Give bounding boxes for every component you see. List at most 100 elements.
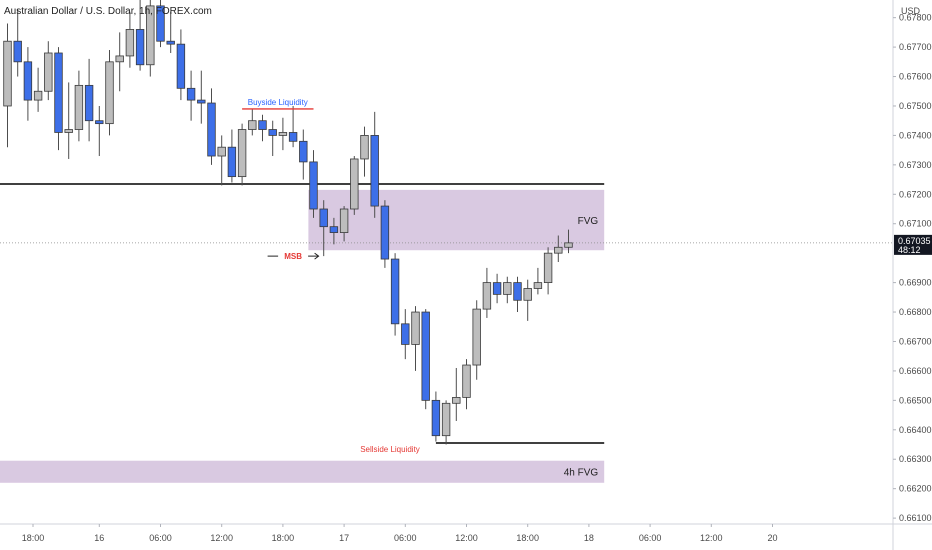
candle-body [452, 397, 461, 404]
candle-body [166, 40, 175, 45]
candle-body [329, 226, 339, 233]
msb-label: MSB [284, 252, 302, 261]
candle-body [217, 146, 226, 157]
price-tick-label: 0.67400 [899, 130, 932, 140]
candle-body [44, 52, 53, 92]
current-price-value: 0.67035 [898, 236, 931, 246]
candle-body [513, 282, 522, 301]
candle-body [339, 208, 349, 233]
price-tick-label: 0.66500 [899, 395, 932, 405]
candle-body [360, 135, 369, 160]
candle-body [543, 252, 553, 284]
candle-body [564, 242, 573, 248]
time-axis[interactable]: 18:00 16 06:00 12:00 18:00 17 06:00 12:00 18:00 1… [0, 523, 932, 543]
candle-body [431, 399, 441, 437]
candle-body [492, 282, 502, 295]
candle-body [258, 120, 267, 130]
msb-arrow-icon [314, 252, 320, 260]
price-tick-label: 0.67500 [899, 101, 932, 111]
candle-body [64, 129, 73, 133]
candle-body [248, 120, 257, 130]
candle-body [146, 5, 155, 66]
candle-body [105, 61, 114, 125]
candle-body [309, 161, 318, 210]
price-tick-label: 0.66800 [899, 307, 932, 317]
candle-body [227, 146, 237, 178]
candle-body [156, 5, 165, 42]
price-tick-label: 0.67300 [899, 160, 932, 170]
annotations-layer: Buyside Liquidity MSB Sellside Liquidity [242, 98, 420, 454]
candle-body [125, 29, 135, 57]
candle-body [482, 282, 492, 310]
price-tick-label: 0.66600 [899, 366, 932, 376]
time-tick-label: 18:00 [22, 533, 45, 543]
price-tick-label: 0.67200 [899, 189, 932, 199]
price-tick-label: 0.66700 [899, 336, 932, 346]
candle-body [207, 102, 216, 157]
candle-body [462, 364, 471, 398]
candle-body [523, 288, 532, 301]
price-tick-label: 0.66100 [899, 513, 932, 523]
candle-body [299, 140, 308, 163]
time-tick-label: 18:00 [516, 533, 539, 543]
time-tick-label: 12:00 [455, 533, 478, 543]
candle-body [84, 84, 94, 122]
time-tick-label: 06:00 [639, 533, 662, 543]
candle-body [411, 311, 420, 345]
candle-body [533, 282, 543, 289]
time-tick-label: 06:00 [149, 533, 172, 543]
candle-body [278, 132, 288, 136]
candle-body [421, 311, 430, 401]
candle-body [401, 323, 410, 345]
candle-body [268, 129, 277, 136]
time-tick-label: 18 [584, 533, 594, 543]
candle-body [95, 120, 104, 125]
candle-body [186, 87, 196, 101]
candle-body [13, 40, 22, 63]
price-axis[interactable]: 0.67800 0.67700 0.67600 0.67500 0.67400 0.673… [892, 0, 932, 550]
candle-body [554, 246, 563, 254]
zone-rect [0, 460, 605, 483]
buyside-liquidity-label: Buyside Liquidity [248, 98, 308, 107]
time-tick-label: 12:00 [210, 533, 233, 543]
candle-body [54, 52, 63, 133]
time-tick-label: 16 [94, 533, 104, 543]
price-tick-label: 0.67600 [899, 72, 932, 82]
price-tick-label: 0.67800 [899, 13, 932, 23]
candle-body [370, 135, 379, 207]
candle-body [380, 205, 390, 260]
chart-title: Australian Dollar / U.S. Dollar, 1h, FOR… [4, 6, 212, 17]
levels-layer [0, 183, 893, 444]
candle-body [350, 158, 359, 210]
candle-body [23, 61, 33, 101]
candle-body [115, 55, 124, 63]
candle-body [3, 40, 12, 107]
price-tick-label: 0.67700 [899, 42, 932, 52]
time-tick-label: 17 [339, 533, 349, 543]
candle-body [390, 258, 400, 325]
candle-body [33, 90, 43, 101]
candles-layer [3, 0, 573, 445]
sellside-liquidity-label: Sellside Liquidity [360, 445, 420, 454]
price-tick-label: 0.66900 [899, 278, 932, 288]
time-tick-label: 06:00 [394, 533, 417, 543]
candle-body [176, 43, 186, 89]
candle-body [74, 84, 84, 130]
time-tick-label: 20 [767, 533, 777, 543]
price-tick-label: 0.66300 [899, 454, 932, 464]
candle-body [237, 129, 247, 178]
price-tick-label: 0.67100 [899, 219, 932, 229]
zones-layer: FVG 4h FVG [0, 189, 605, 483]
candle-body [135, 29, 145, 66]
current-price-tag[interactable] [894, 234, 932, 255]
candle-body [288, 132, 298, 142]
candle-body [441, 402, 451, 437]
candle-body [319, 208, 328, 228]
price-tick-label: 0.66200 [899, 484, 932, 494]
zone-label: FVG [578, 216, 599, 227]
candle-body [472, 308, 481, 366]
price-tick-label: 0.66400 [899, 425, 932, 435]
time-tick-label: 18:00 [272, 533, 295, 543]
